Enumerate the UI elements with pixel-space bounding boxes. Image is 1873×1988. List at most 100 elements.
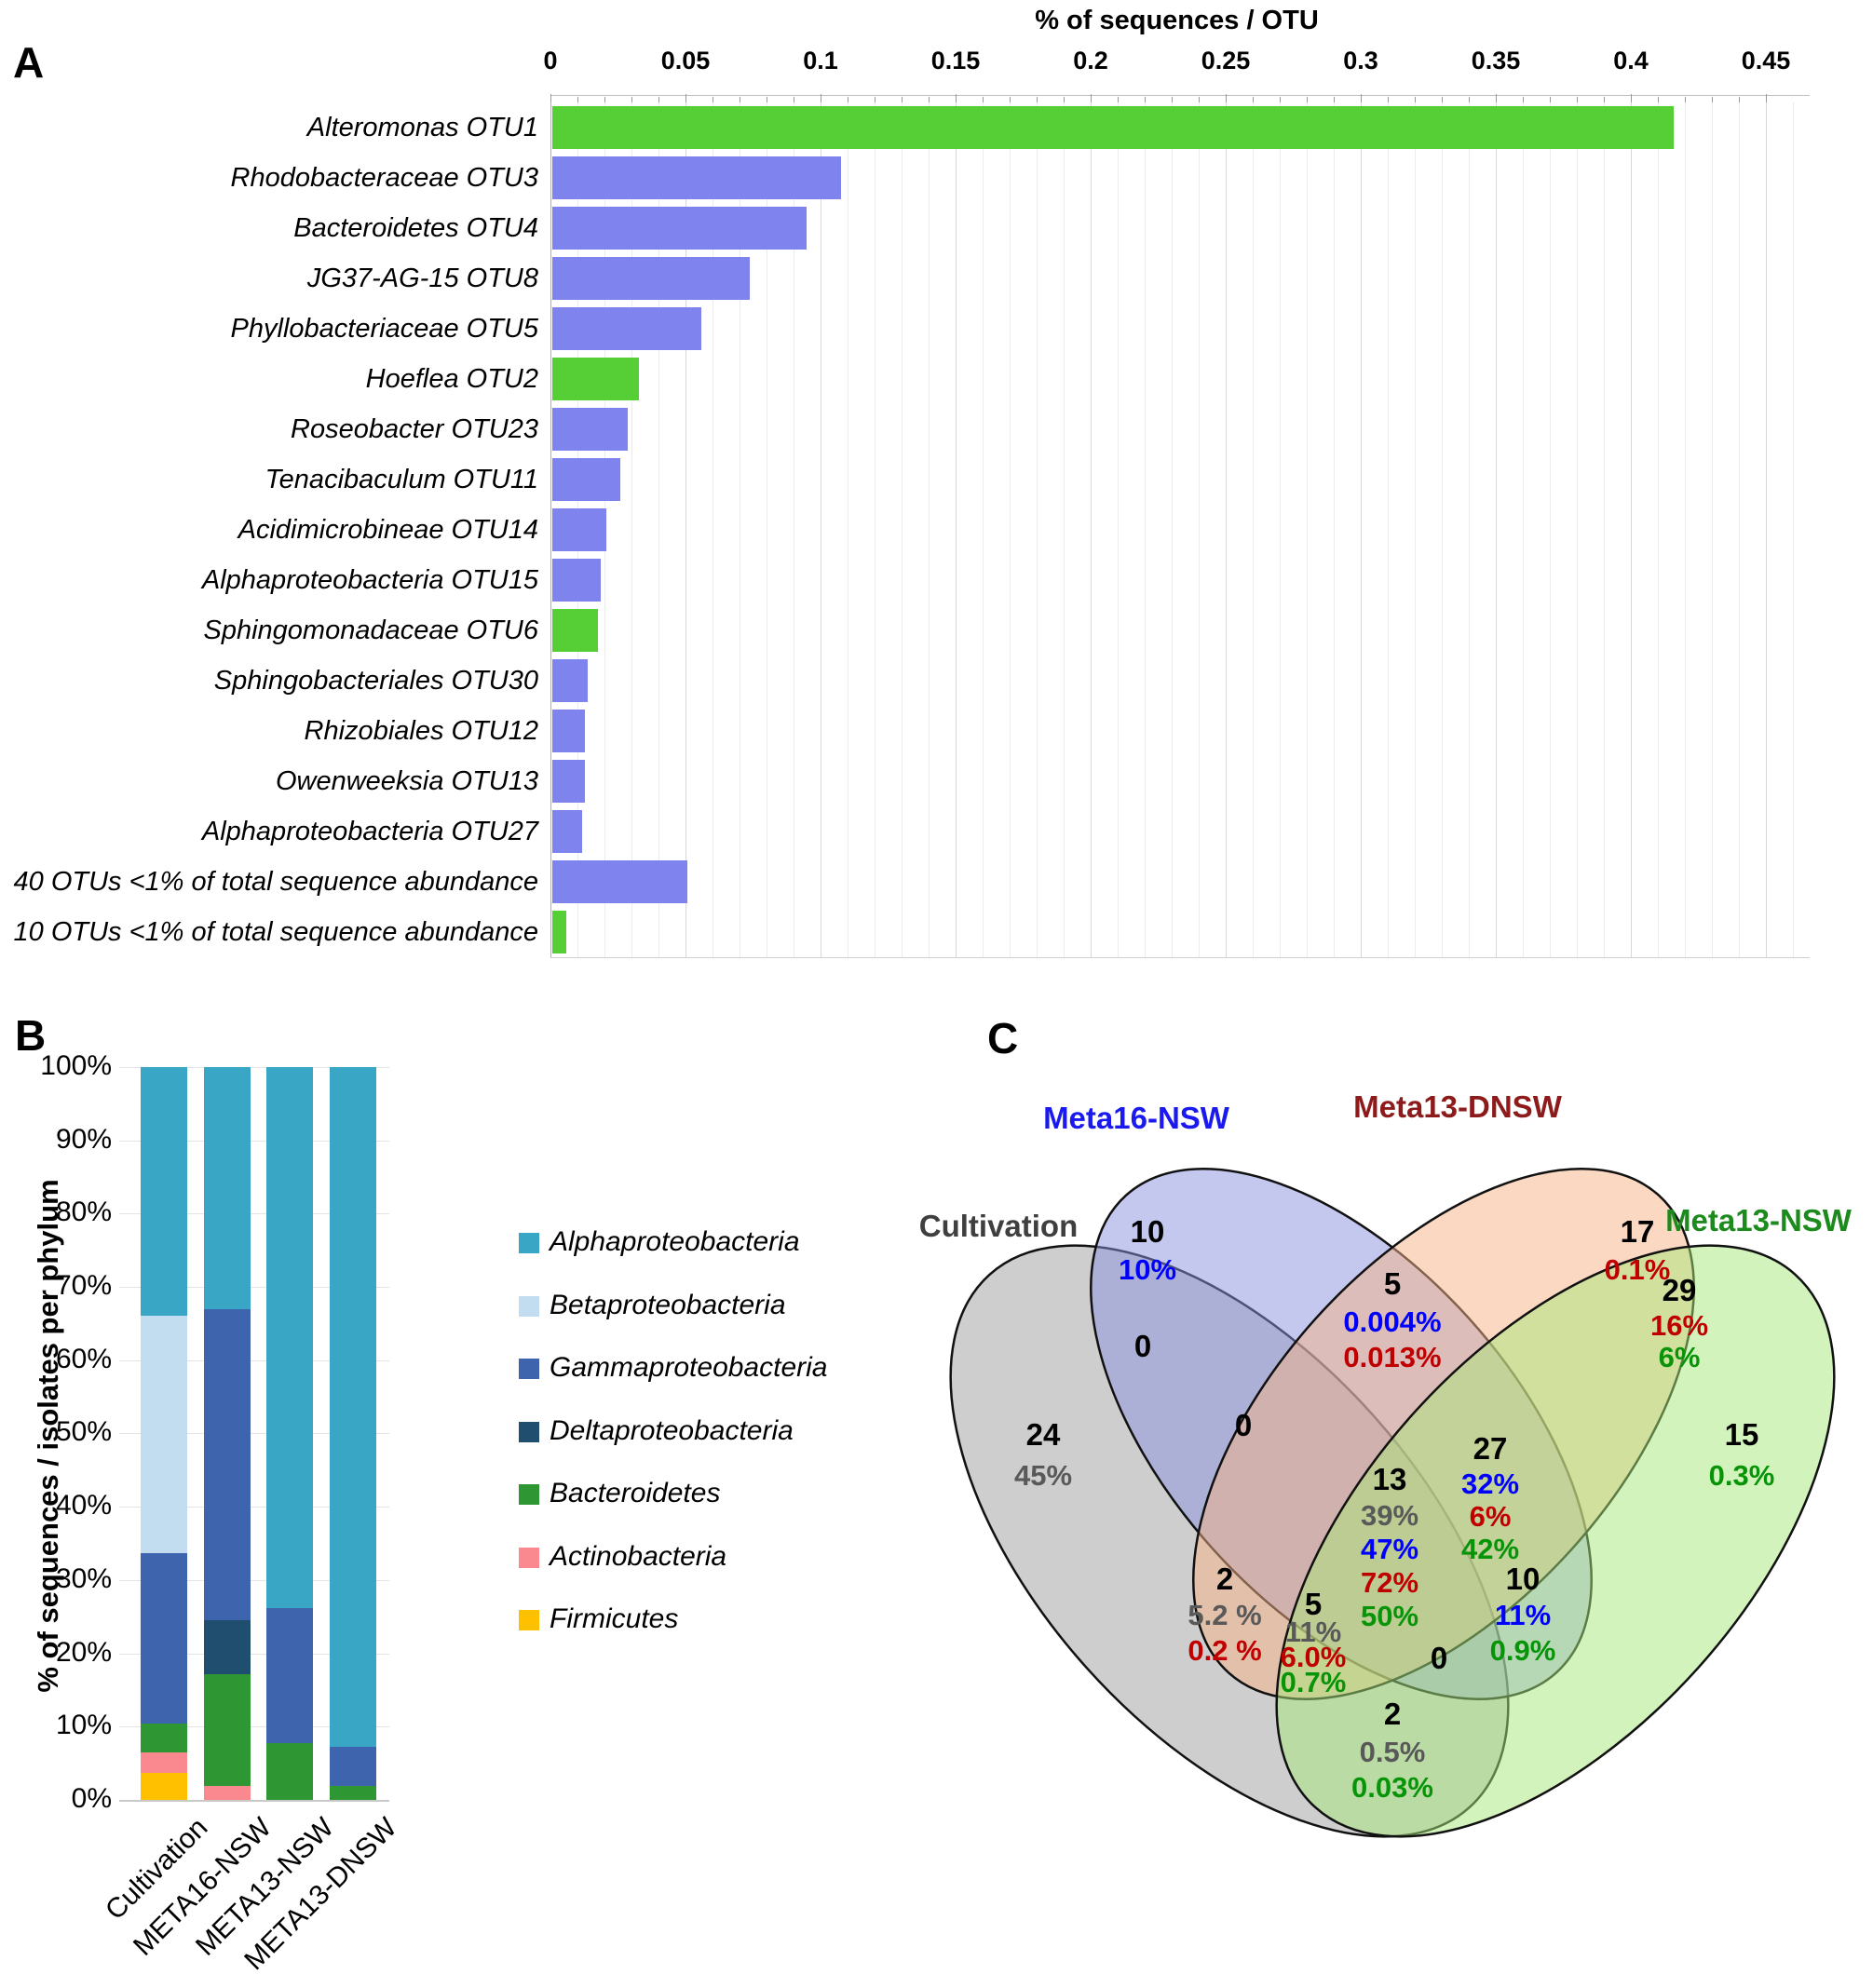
category-label: Roseobacter OTU23: [291, 414, 538, 444]
gridline: [119, 1580, 389, 1581]
x-tick-label: 0.15: [930, 47, 981, 74]
legend-label: Betaproteobacteria: [550, 1289, 786, 1320]
x-tick-label: 0.3: [1343, 47, 1378, 74]
legend-swatch: [519, 1295, 539, 1317]
x-tick-label: 0.05: [660, 47, 711, 74]
axis-tick: [1037, 97, 1038, 102]
axis-tick: [1253, 97, 1254, 102]
category-label: 40 OTUs <1% of total sequence abundance: [13, 867, 538, 897]
axis-tick: [1685, 97, 1686, 102]
panel-a-letter: A: [13, 38, 45, 87]
category-label: Rhodobacteraceae OTU3: [230, 163, 538, 193]
axis-tick: [1226, 94, 1227, 102]
gridline-minor: [1145, 102, 1146, 957]
category-label: 10 OTUs <1% of total sequence abundance: [13, 917, 538, 947]
venn-region-count-c: 17: [1621, 1214, 1655, 1249]
gridline-minor: [983, 102, 984, 957]
axis-tick: [1415, 97, 1416, 102]
axis-tick: [685, 94, 686, 102]
x-tick-label: 0.35: [1471, 47, 1521, 74]
venn-region-pct-cd: 6%: [1659, 1341, 1701, 1373]
gridline-minor: [1442, 102, 1443, 957]
gridline: [119, 1726, 389, 1727]
gridline: [119, 1141, 389, 1142]
category-label: Sphingomonadaceae OTU6: [203, 615, 538, 645]
category-label: Alteromonas OTU1: [306, 113, 538, 142]
category-label: Tenacibaculum OTU11: [265, 465, 538, 494]
stacked-bar-segment: [330, 1067, 376, 1747]
axis-tick: [1577, 97, 1578, 102]
gridline-major: [1091, 102, 1092, 957]
gridline-minor: [658, 102, 659, 957]
gridline-major: [1226, 102, 1227, 957]
venn-region-pct-bd: 0.9%: [1490, 1634, 1556, 1667]
gridline-minor: [1550, 102, 1551, 957]
category-label: Phyllobacteriaceae OTU5: [230, 314, 538, 344]
axis-tick: [1523, 97, 1524, 102]
gridline-minor: [1037, 102, 1038, 957]
axis-tick: [1388, 97, 1389, 102]
axis-tick: [658, 97, 659, 102]
x-tick-label: 0.25: [1201, 47, 1251, 74]
venn-region-pct-ad: 0.5%: [1360, 1736, 1426, 1768]
legend-swatch: [519, 1421, 539, 1442]
stacked-bar-segment: [141, 1724, 187, 1752]
bar: [552, 207, 807, 250]
category-label: Alphaproteobacteria OTU15: [201, 565, 538, 595]
axis-tick: [1334, 97, 1335, 102]
venn-region-count-bcd: 27: [1473, 1431, 1508, 1466]
x-tick-label: 0.45: [1741, 47, 1791, 74]
gridline: [119, 1654, 389, 1655]
stacked-bar-segment: [141, 1553, 187, 1724]
venn-region-pct-abcd: 72%: [1361, 1566, 1418, 1599]
gridline-minor: [631, 102, 632, 957]
panel-a-baseline: [550, 957, 1810, 958]
gridline-major: [956, 102, 957, 957]
venn-set-label-Meta13-DNSW: Meta13-DNSW: [1353, 1089, 1563, 1124]
legend-swatch: [519, 1359, 539, 1379]
category-label: Alphaproteobacteria OTU27: [201, 817, 538, 846]
gridline-minor: [902, 102, 903, 957]
venn-region-count-a: 24: [1026, 1417, 1061, 1452]
axis-tick: [1010, 97, 1011, 102]
bar: [552, 609, 598, 652]
venn-set-label-Meta13-NSW: Meta13-NSW: [1665, 1203, 1853, 1237]
venn-region-pct-bcd: 6%: [1470, 1500, 1512, 1533]
bar: [552, 106, 1674, 149]
legend-label: Gammaproteobacteria: [550, 1352, 828, 1383]
venn-region-count-acd: 5: [1305, 1587, 1322, 1621]
category-label: Owenweeksia OTU13: [275, 766, 538, 796]
bar: [552, 911, 566, 953]
axis-tick: [1307, 97, 1308, 102]
bar: [552, 408, 628, 451]
category-label: Hoeflea OTU2: [365, 364, 538, 394]
stacked-bar-segment: [204, 1674, 251, 1786]
stacked-bar-segment: [266, 1608, 313, 1743]
axis-tick: [1712, 97, 1713, 102]
gridline: [119, 1507, 389, 1508]
gridline-minor: [1064, 102, 1065, 957]
panel-c-venn-diagram: Cultivation Meta16-NSW Meta13-DNSW Meta13-N…: [919, 1089, 1853, 1838]
axis-tick: [1631, 94, 1632, 102]
gridline-minor: [1118, 102, 1119, 957]
y-tick-label: 50%: [55, 1416, 112, 1447]
venn-region-count-d: 15: [1725, 1417, 1759, 1452]
venn-region-pct-ac: 5.2 %: [1188, 1599, 1261, 1631]
gridline: [119, 1213, 389, 1214]
axis-tick: [902, 97, 903, 102]
bar: [552, 810, 582, 853]
category-label: JG37-AG-15 OTU8: [306, 264, 538, 293]
venn-ellipse-Meta13-NSW: [1275, 1244, 1836, 1838]
venn-region-count-ad: 2: [1384, 1697, 1401, 1731]
axis-tick: [1442, 97, 1443, 102]
venn-region-pct-acd: 11%: [1285, 1616, 1341, 1648]
y-tick-label: 80%: [55, 1197, 112, 1227]
bar: [552, 508, 606, 551]
venn-region-pct-a: 45%: [1014, 1459, 1072, 1492]
gridline: [119, 1067, 389, 1068]
stacked-bar-segment: [204, 1309, 251, 1620]
venn-region-pct-abcd: 47%: [1361, 1533, 1418, 1565]
venn-region-count-ac: 2: [1216, 1562, 1233, 1596]
gridline-major: [685, 102, 686, 957]
bar: [552, 458, 620, 501]
